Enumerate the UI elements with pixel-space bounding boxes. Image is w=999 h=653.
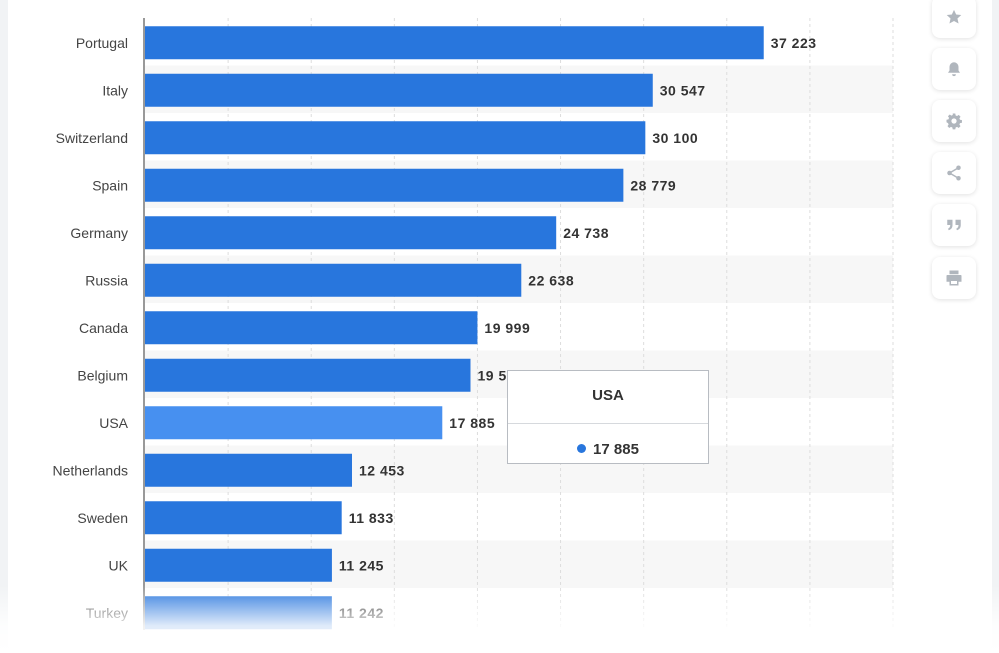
category-label: Spain xyxy=(92,177,128,193)
category-label: Canada xyxy=(79,320,128,336)
print-icon xyxy=(946,270,962,286)
category-label: Turkey xyxy=(86,605,128,621)
bar xyxy=(145,406,443,440)
bar xyxy=(145,548,332,582)
chart-tooltip: USA 17 885 xyxy=(507,370,709,464)
bar xyxy=(145,453,352,487)
value-label: 11 245 xyxy=(339,557,384,573)
category-label: USA xyxy=(99,415,128,431)
value-label: 30 100 xyxy=(652,130,698,146)
bar xyxy=(145,358,471,392)
category-label: Italy xyxy=(102,82,128,98)
quote-icon xyxy=(947,219,961,231)
category-label: UK xyxy=(109,557,129,573)
value-label: 11 833 xyxy=(349,510,394,526)
value-label: 30 547 xyxy=(660,82,706,98)
share-button[interactable] xyxy=(932,152,976,194)
bar xyxy=(145,501,342,535)
value-label: 28 779 xyxy=(630,177,676,193)
notification-button[interactable] xyxy=(932,48,976,90)
bar xyxy=(145,168,624,202)
bar xyxy=(145,596,332,630)
value-label: 19 5 xyxy=(477,367,506,383)
bar xyxy=(145,121,646,155)
tooltip-value-row: 17 885 xyxy=(508,441,708,458)
value-label: 37 223 xyxy=(771,35,817,51)
category-label: Russia xyxy=(85,272,128,288)
share-icon xyxy=(947,165,961,181)
print-button[interactable] xyxy=(932,257,976,299)
value-label: 22 638 xyxy=(528,272,574,288)
series-dot-icon xyxy=(577,444,587,453)
settings-button[interactable] xyxy=(932,100,976,142)
value-label: 11 242 xyxy=(339,605,384,621)
cite-button[interactable] xyxy=(932,204,976,246)
star-icon xyxy=(946,9,962,24)
category-label: Belgium xyxy=(77,367,128,383)
value-label: 12 453 xyxy=(359,462,405,478)
tooltip-value: 17 885 xyxy=(593,441,639,458)
bar xyxy=(145,216,557,250)
category-label: Sweden xyxy=(77,510,128,526)
favorite-button[interactable] xyxy=(932,0,976,38)
bar xyxy=(145,263,522,297)
value-label: 19 999 xyxy=(484,320,530,336)
bar xyxy=(145,311,478,345)
category-label: Netherlands xyxy=(53,462,129,478)
category-label: Switzerland xyxy=(56,130,128,146)
bell-icon xyxy=(948,62,960,77)
value-label: 17 885 xyxy=(449,415,495,431)
category-label: Portugal xyxy=(76,35,128,51)
tooltip-divider xyxy=(508,423,708,424)
tooltip-title: USA xyxy=(592,387,624,404)
bar xyxy=(145,26,764,60)
category-label: Germany xyxy=(70,225,128,241)
bar xyxy=(145,73,653,107)
value-label: 24 738 xyxy=(563,225,609,241)
gear-icon xyxy=(946,113,962,130)
